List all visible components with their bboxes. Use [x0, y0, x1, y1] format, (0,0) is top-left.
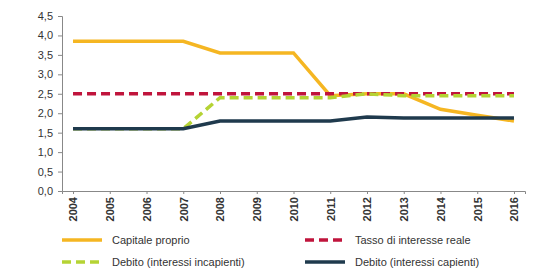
series-line: [73, 94, 514, 129]
x-tick-mark: [73, 191, 74, 194]
x-tick: 2004: [67, 191, 79, 221]
x-tick-label: 2007: [178, 197, 190, 221]
y-tick-mark: [58, 133, 62, 134]
legend-item: Debito (interessi incapienti): [62, 256, 245, 268]
y-axis-line: [58, 17, 63, 192]
x-tick: 2015: [472, 191, 484, 221]
series-line: [73, 117, 514, 129]
x-tick-mark: [367, 191, 368, 194]
y-tick: 4,0: [38, 29, 62, 41]
y-tick-label: 1,5: [38, 127, 53, 139]
legend-swatch: [305, 238, 345, 242]
x-tick-label: 2012: [361, 197, 373, 221]
x-tick-label: 2008: [214, 197, 226, 221]
y-tick-label: 4,5: [38, 10, 53, 22]
x-tick-mark: [440, 191, 441, 194]
y-tick: 3,0: [38, 68, 62, 80]
x-tick: 2009: [251, 191, 263, 221]
y-tick-label: 4,0: [38, 29, 53, 41]
legend-item: Tasso di interesse reale: [305, 234, 471, 246]
x-tick: 2006: [141, 191, 153, 221]
legend-swatch: [62, 238, 102, 242]
y-tick-mark: [58, 35, 62, 36]
legend-swatch: [305, 260, 345, 264]
x-axis: 2004 2005 2006 2007 2008 2009 2010 2011 2012 2013…: [63, 191, 526, 221]
y-tick-label: 2,5: [38, 88, 53, 100]
x-tick-label: 2009: [251, 197, 263, 221]
legend-item: Debito (interessi capienti): [305, 256, 479, 268]
x-tick-mark: [183, 191, 184, 194]
y-tick-mark: [58, 74, 62, 75]
chart: 0,00,51,01,52,02,53,03,54,04,52004200520…: [0, 0, 555, 280]
y-tick-mark: [58, 113, 62, 114]
legend-label: Tasso di interesse reale: [355, 234, 471, 246]
x-axis-line: [63, 192, 526, 195]
x-tick-label: 2015: [472, 197, 484, 221]
x-tick-label: 2011: [325, 197, 337, 221]
x-tick-mark: [110, 191, 111, 194]
y-tick-label: 3,5: [38, 49, 53, 61]
y-tick: 0,0: [38, 185, 62, 197]
x-tick: 2011: [325, 191, 337, 221]
x-tick-mark: [514, 191, 515, 194]
y-tick-mark: [58, 16, 62, 17]
y-tick-label: 0,0: [38, 185, 53, 197]
y-axis: 0,0 0,5 1,0 1,5 2,0 2,5 3,0 3,5 4,0 4,5: [38, 10, 63, 197]
x-tick-label: 2004: [67, 196, 79, 221]
y-tick-mark: [58, 94, 62, 95]
y-tick: 4,5: [38, 10, 62, 22]
y-tick-label: 3,0: [38, 68, 53, 80]
y-tick-label: 1,0: [38, 146, 53, 158]
x-tick: 2016: [508, 191, 520, 221]
y-tick: 2,5: [38, 88, 62, 100]
y-tick: 3,5: [38, 49, 62, 61]
y-tick: 1,0: [38, 146, 62, 158]
legend-label: Debito (interessi capienti): [355, 256, 479, 268]
x-tick-mark: [147, 191, 148, 194]
x-tick-mark: [220, 191, 221, 194]
x-tick-label: 2013: [398, 197, 410, 221]
legend-swatch: [62, 260, 102, 264]
y-tick-mark: [58, 55, 62, 56]
x-tick-label: 2014: [435, 196, 447, 221]
y-tick-label: 2,0: [38, 107, 53, 119]
x-tick-label: 2016: [508, 197, 520, 221]
x-tick-label: 2006: [141, 197, 153, 221]
y-tick-mark: [58, 152, 62, 153]
x-tick-mark: [330, 191, 331, 194]
y-tick-mark: [58, 191, 62, 192]
legend-label: Capitale proprio: [112, 234, 190, 246]
y-tick-label: 0,5: [38, 166, 53, 178]
legend: Capitale proprio Tasso di interesse reale…: [62, 234, 479, 268]
x-tick: 2007: [178, 191, 190, 221]
x-tick: 2008: [214, 191, 226, 221]
x-tick-label: 2005: [104, 197, 116, 221]
x-tick-mark: [477, 191, 478, 194]
x-tick: 2013: [398, 191, 410, 221]
x-tick: 2014: [435, 191, 447, 221]
y-tick-mark: [58, 172, 62, 173]
x-tick: 2012: [361, 191, 373, 221]
plot-lines: [73, 41, 514, 129]
x-tick-mark: [257, 191, 258, 194]
x-tick-label: 2010: [288, 197, 300, 221]
x-tick: 2005: [104, 191, 116, 221]
legend-item: Capitale proprio: [62, 234, 190, 246]
x-tick-mark: [404, 191, 405, 194]
series-line: [73, 41, 514, 121]
x-tick-mark: [294, 191, 295, 194]
y-tick: 2,0: [38, 107, 62, 119]
y-tick: 0,5: [38, 166, 62, 178]
y-tick: 1,5: [38, 127, 62, 139]
x-tick: 2010: [288, 191, 300, 221]
legend-label: Debito (interessi incapienti): [112, 256, 245, 268]
